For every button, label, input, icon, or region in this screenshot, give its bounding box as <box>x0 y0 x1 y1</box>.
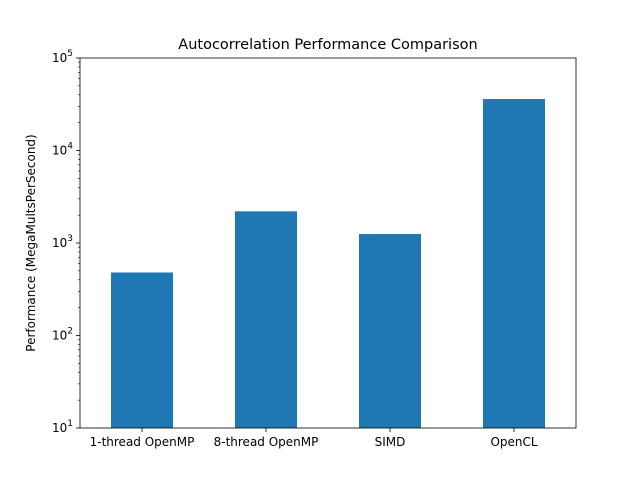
y-axis-label: Performance (MegaMultsPerSecond) <box>24 134 38 351</box>
x-tick-label: SIMD <box>375 435 406 449</box>
y-tick-label: 104 <box>52 142 73 158</box>
y-tick-label: 101 <box>52 419 73 435</box>
x-tick-label: OpenCL <box>490 435 537 449</box>
x-tick-label: 1-thread OpenMP <box>90 435 195 449</box>
bar <box>359 234 421 428</box>
plot-frame <box>79 57 577 429</box>
y-tick-label: 102 <box>52 327 73 343</box>
bar <box>235 211 297 428</box>
bar <box>483 99 545 428</box>
bar <box>111 272 173 428</box>
chart-title: Autocorrelation Performance Comparison <box>178 37 477 53</box>
x-tick-label: 8-thread OpenMP <box>214 435 319 449</box>
plot-area: 1-thread OpenMP 8-thread OpenMP SIMD OpenCL… <box>52 49 577 449</box>
y-tick-label: 103 <box>52 234 73 250</box>
y-tick-label: 105 <box>52 49 73 65</box>
